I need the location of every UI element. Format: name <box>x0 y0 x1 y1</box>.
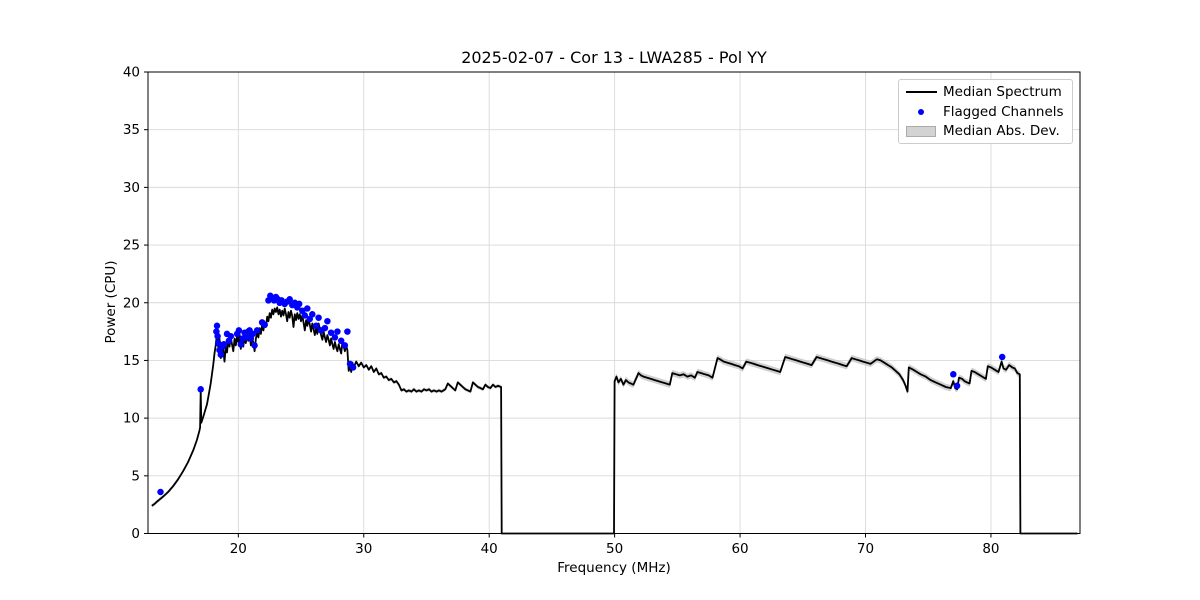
flagged-channel-dot <box>295 300 303 308</box>
flagged-channel-dot <box>235 327 243 334</box>
y-tick-label: 10 <box>123 411 140 427</box>
flagged-channel-dot <box>286 296 293 303</box>
x-tick-label: 40 <box>481 541 498 557</box>
x-tick-label: 30 <box>355 541 372 557</box>
flagged-channel-dot <box>334 328 341 335</box>
flagged-channel-dot <box>953 382 961 390</box>
flagged-channel-dot <box>217 351 225 358</box>
flagged-channel-dot <box>157 488 164 496</box>
flagged-channel-dot <box>213 322 221 330</box>
flagged-channel-dot <box>253 327 261 334</box>
flagged-channel-dot <box>324 317 331 325</box>
x-tick-label: 20 <box>230 541 247 557</box>
y-tick-label: 5 <box>131 468 140 484</box>
flagged-channel-dot <box>321 324 329 332</box>
y-tick-label: 20 <box>123 295 140 311</box>
legend-label-flagged-channels: Flagged Channels <box>943 103 1064 120</box>
y-tick-label: 25 <box>123 238 140 254</box>
legend-label-median-spectrum: Median Spectrum <box>943 83 1062 100</box>
flagged-channel-dot <box>237 341 245 348</box>
flagged-channel-dot <box>301 312 309 319</box>
legend-item-median-abs-dev: Median Abs. Dev. <box>899 121 1072 141</box>
flagged-channel-dot <box>327 329 335 336</box>
flagged-channel-dot <box>309 311 316 318</box>
y-tick-label: 15 <box>123 353 140 369</box>
y-tick-label: 35 <box>123 122 140 138</box>
plot-title: 2025-02-07 - Cor 13 - LWA285 - Pol YY <box>461 48 767 67</box>
flagged-channel-dot <box>998 353 1006 361</box>
y-axis-label: Power (CPU) <box>103 260 119 344</box>
flagged-channel-dot <box>304 305 311 312</box>
flagged-channel-dot <box>214 339 222 347</box>
flagged-channel-dot <box>251 342 258 349</box>
legend-line-swatch <box>899 90 943 93</box>
y-tick-label: 40 <box>123 65 140 81</box>
x-tick-label: 60 <box>731 541 748 557</box>
x-tick-label: 80 <box>982 541 999 557</box>
legend-dot-swatch <box>899 108 943 115</box>
y-tick-label: 30 <box>123 180 140 196</box>
legend-label-median-abs-dev: Median Abs. Dev. <box>943 123 1060 140</box>
flagged-channel-dot <box>227 332 235 340</box>
legend-item-median-spectrum: Median Spectrum <box>899 82 1072 102</box>
flagged-channel-dot <box>315 314 322 321</box>
flagged-channel-dot <box>344 328 351 335</box>
legend-patch-swatch <box>899 125 943 137</box>
flagged-channel-dot <box>197 386 204 393</box>
flagged-channel-dot <box>337 337 345 345</box>
flagged-channel-dot <box>220 341 228 348</box>
y-tick-label: 0 <box>131 526 140 542</box>
legend: Median Spectrum Flagged Channels Median … <box>898 79 1073 144</box>
flagged-channel-dot <box>261 321 268 328</box>
flagged-channel-dot <box>312 322 320 330</box>
flagged-channel-dot <box>214 332 221 340</box>
flagged-channel-dot <box>349 364 357 371</box>
flagged-channel-dot <box>331 334 339 341</box>
flagged-channel-dot <box>341 342 349 349</box>
legend-item-flagged-channels: Flagged Channels <box>899 102 1072 122</box>
x-axis-label: Frequency (MHz) <box>557 560 671 576</box>
x-tick-label: 50 <box>606 541 623 557</box>
flagged-channel-dot <box>950 371 957 378</box>
flagged-channel-dot <box>249 330 256 338</box>
x-tick-label: 70 <box>857 541 874 557</box>
